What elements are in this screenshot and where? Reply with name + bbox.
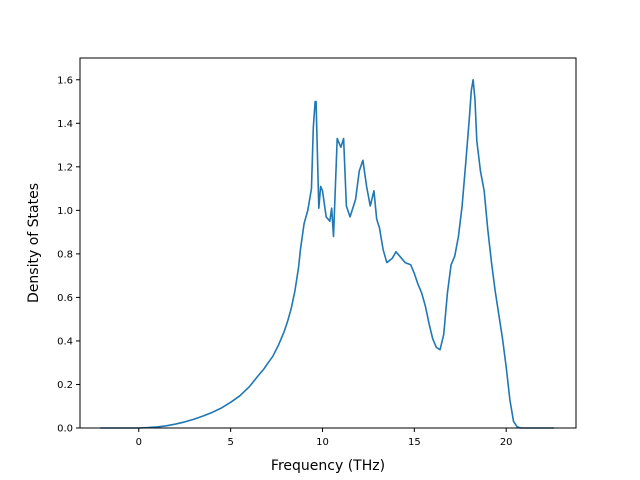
x-tick-label: 0 [136, 437, 142, 448]
dos-line-series-0 [100, 78, 554, 429]
series-layer [100, 78, 554, 429]
x-tick-label: 10 [316, 437, 329, 448]
y-tick-label: 1.2 [57, 162, 73, 173]
y-tick-label: 0.4 [57, 336, 73, 347]
y-axis-label: Density of States [26, 183, 42, 303]
x-tick-label: 20 [500, 437, 513, 448]
x-axis-ticks: 0 5 10 15 20 [136, 428, 513, 448]
y-tick-label: 1.6 [57, 75, 73, 86]
y-tick-label: 0.8 [57, 249, 73, 260]
x-tick-label: 5 [227, 437, 233, 448]
y-tick-label: 1.4 [57, 119, 73, 130]
y-tick-label: 1.0 [57, 206, 73, 217]
x-tick-label: 15 [408, 437, 421, 448]
y-tick-label: 0.6 [57, 293, 73, 304]
x-axis-label: Frequency (THz) [271, 458, 385, 474]
y-tick-label: 0.0 [57, 424, 73, 435]
plot-frame [79, 57, 577, 429]
y-axis-ticks: 0.0 0.2 0.4 0.6 0.8 1.0 1.2 1.4 1.6 [57, 75, 80, 435]
y-tick-label: 0.2 [57, 380, 73, 391]
